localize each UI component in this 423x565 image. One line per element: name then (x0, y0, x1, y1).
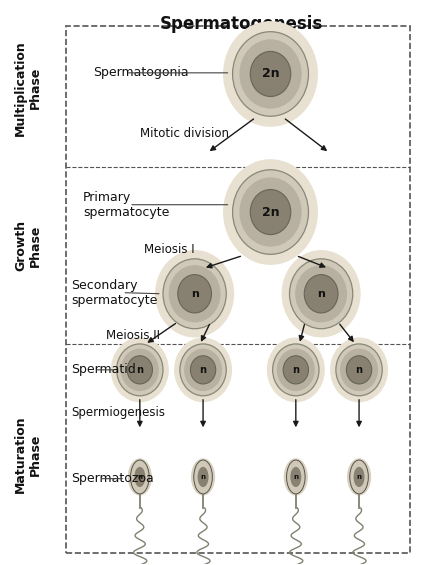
Text: n: n (191, 289, 198, 299)
Ellipse shape (250, 51, 291, 97)
Text: n: n (317, 289, 325, 299)
Text: Spermatogonia: Spermatogonia (93, 66, 189, 79)
Ellipse shape (346, 356, 372, 384)
Ellipse shape (121, 349, 159, 391)
Text: n: n (356, 365, 363, 375)
Ellipse shape (184, 349, 222, 391)
Ellipse shape (155, 250, 234, 337)
Ellipse shape (330, 337, 388, 402)
Ellipse shape (223, 21, 318, 127)
Ellipse shape (191, 458, 215, 496)
Text: n: n (292, 365, 299, 375)
Text: Meiosis I: Meiosis I (144, 244, 195, 257)
Ellipse shape (239, 177, 302, 247)
Ellipse shape (273, 344, 319, 396)
Ellipse shape (233, 32, 308, 116)
Ellipse shape (178, 275, 212, 313)
Ellipse shape (169, 265, 220, 323)
Text: Multiplication
Phase: Multiplication Phase (14, 40, 42, 136)
Ellipse shape (131, 460, 149, 494)
Text: Spermiogenesis: Spermiogenesis (71, 406, 165, 419)
Ellipse shape (284, 458, 308, 496)
Ellipse shape (190, 356, 216, 384)
Ellipse shape (180, 344, 226, 396)
Ellipse shape (127, 356, 152, 384)
Text: Mitotic division: Mitotic division (140, 127, 229, 140)
Ellipse shape (135, 467, 146, 487)
Text: Spermatozoa: Spermatozoa (71, 472, 154, 485)
Text: Spermatid: Spermatid (71, 363, 136, 376)
Ellipse shape (289, 259, 353, 329)
Text: Primary
spermatocyte: Primary spermatocyte (83, 191, 169, 219)
Text: Growth
Phase: Growth Phase (14, 220, 42, 271)
Ellipse shape (117, 344, 163, 396)
Ellipse shape (250, 189, 291, 234)
Text: n: n (136, 365, 143, 375)
Text: n: n (137, 474, 142, 480)
Ellipse shape (347, 458, 371, 496)
Ellipse shape (267, 337, 325, 402)
Text: n: n (357, 474, 362, 480)
Ellipse shape (198, 467, 209, 487)
Ellipse shape (286, 460, 305, 494)
Text: Secondary
spermatocyte: Secondary spermatocyte (71, 279, 158, 307)
Text: Maturation
Phase: Maturation Phase (14, 416, 42, 493)
Ellipse shape (277, 349, 315, 391)
Ellipse shape (233, 170, 308, 254)
Ellipse shape (336, 344, 382, 396)
Ellipse shape (350, 460, 368, 494)
Ellipse shape (111, 337, 169, 402)
Ellipse shape (304, 275, 338, 313)
Ellipse shape (223, 159, 318, 265)
Text: 2n: 2n (262, 67, 279, 80)
Ellipse shape (290, 467, 301, 487)
Ellipse shape (128, 458, 152, 496)
Ellipse shape (239, 40, 302, 108)
Ellipse shape (282, 250, 361, 337)
Text: Meiosis II: Meiosis II (106, 329, 160, 342)
Ellipse shape (340, 349, 378, 391)
Ellipse shape (174, 337, 232, 402)
Text: 2n: 2n (262, 206, 279, 219)
Ellipse shape (194, 460, 212, 494)
Text: n: n (293, 474, 298, 480)
Text: n: n (200, 365, 206, 375)
Ellipse shape (354, 467, 365, 487)
Ellipse shape (283, 356, 308, 384)
Text: Spermatogenesis: Spermatogenesis (159, 15, 323, 33)
Text: n: n (201, 474, 206, 480)
Ellipse shape (295, 265, 347, 323)
Ellipse shape (163, 259, 226, 329)
